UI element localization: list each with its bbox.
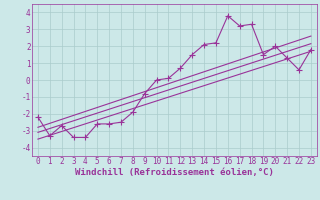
X-axis label: Windchill (Refroidissement éolien,°C): Windchill (Refroidissement éolien,°C) <box>75 168 274 177</box>
